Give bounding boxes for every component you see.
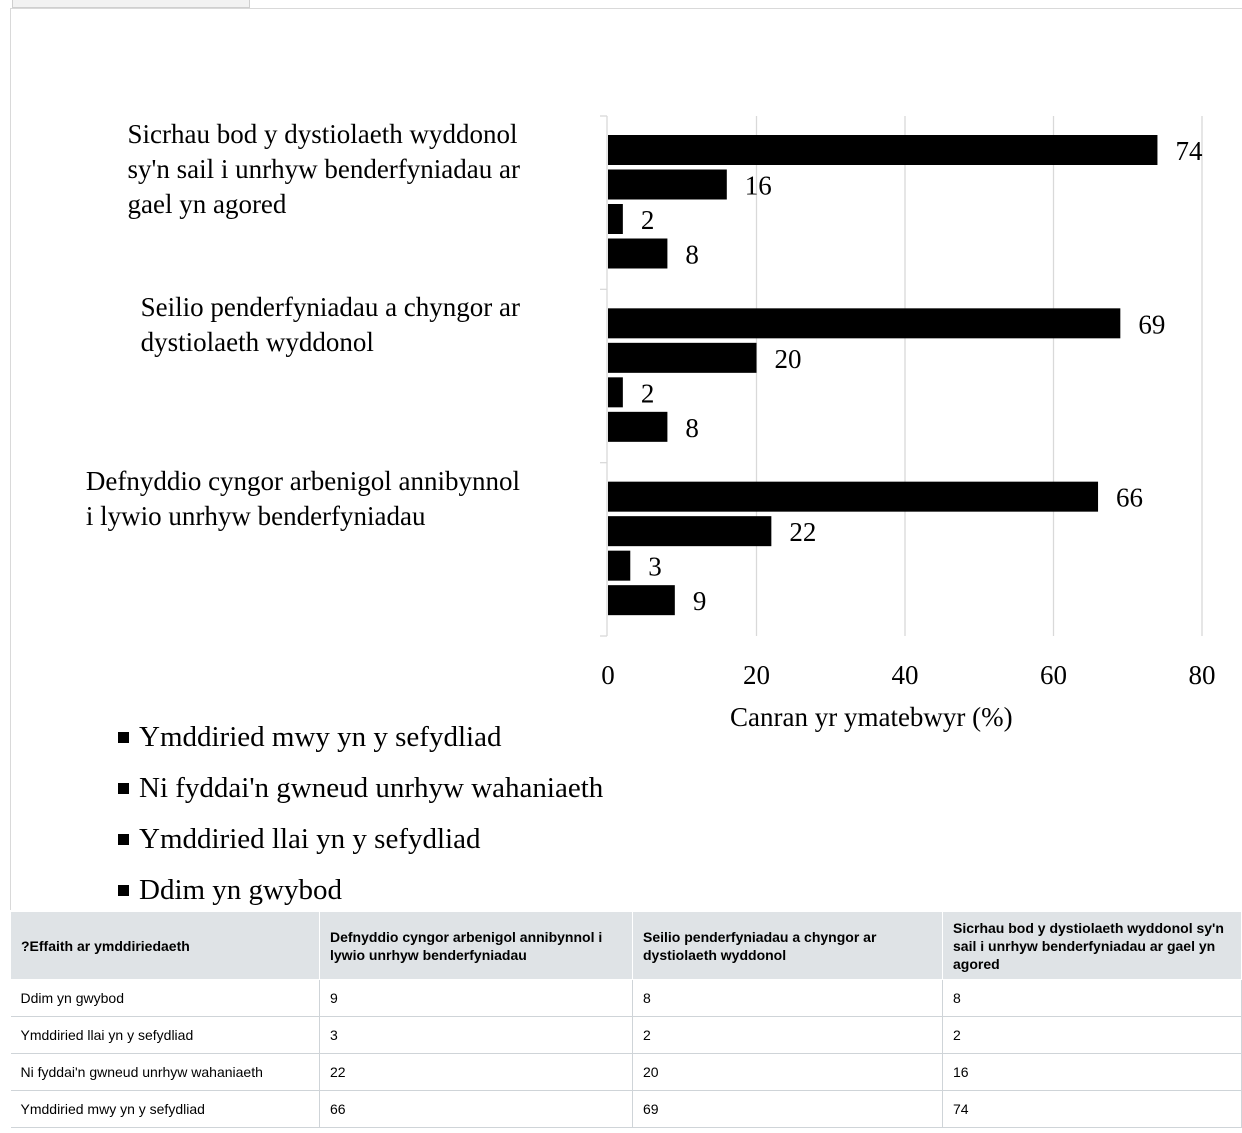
table-cell: 9 [319, 979, 633, 1017]
table-cell: 74 [942, 1090, 1242, 1128]
data-table: ?Effaith ar ymddiriedaeth Defnyddio cyng… [10, 911, 1242, 1128]
table-row: Ni fyddai'n gwneud unrhyw wahaniaeth 22 … [10, 1053, 1242, 1091]
bar [608, 308, 1121, 339]
data-label: 66 [1116, 483, 1143, 513]
bar [608, 342, 757, 373]
data-label: 8 [685, 413, 699, 443]
legend-item: Ddim yn gwybod [118, 865, 603, 916]
bar [608, 516, 772, 547]
table-cell: Ymddiried llai yn y sefydliad [10, 1016, 320, 1054]
bar [608, 238, 668, 269]
table-header-row: ?Effaith ar ymddiriedaeth Defnyddio cyng… [10, 911, 1242, 980]
data-label: 22 [789, 517, 816, 547]
category-label-line: sy'n sail i unrhyw benderfyniadau ar [127, 154, 520, 184]
table-row: Ymddiried mwy yn y sefydliad 66 69 74 [10, 1090, 1242, 1128]
data-label: 16 [745, 171, 772, 201]
data-label: 2 [641, 378, 655, 408]
x-tick-label: 20 [743, 660, 770, 690]
chart-frame [10, 8, 1242, 910]
bar [608, 550, 631, 581]
x-tick-label: 80 [1189, 660, 1216, 690]
table-cell: 22 [319, 1053, 633, 1091]
data-label: 20 [775, 344, 802, 374]
table-cell: 2 [942, 1016, 1242, 1054]
legend-swatch-icon [118, 834, 129, 845]
legend-swatch-icon [118, 783, 129, 794]
table-cell: Ni fyddai'n gwneud unrhyw wahaniaeth [10, 1053, 320, 1091]
legend-swatch-icon [118, 732, 129, 743]
bar [608, 481, 1099, 512]
table-cell: 8 [632, 979, 943, 1017]
x-axis-title: Canran yr ymatebwyr (%) [730, 702, 1013, 732]
data-label: 9 [693, 586, 707, 616]
table-header-cell: Seilio penderfyniadau a chyngor ar dysti… [632, 911, 943, 980]
table-cell: 16 [942, 1053, 1242, 1091]
category-label-line: i lywio unrhyw benderfyniadau [85, 501, 426, 531]
legend-item: Ymddiried mwy yn y sefydliad [118, 712, 603, 763]
bar [608, 169, 727, 200]
x-tick-label: 0 [601, 660, 615, 690]
category-label: Seilio penderfyniadau a chyngor ar dystio… [141, 290, 520, 360]
data-label: 2 [641, 205, 655, 235]
legend-label: Ymddiried llai yn y sefydliad [139, 823, 481, 855]
x-tick-label: 60 [1040, 660, 1067, 690]
table-cell: 69 [632, 1090, 943, 1128]
bar [608, 411, 668, 442]
legend-item: Ymddiried llai yn y sefydliad [118, 814, 603, 865]
table-cell: 8 [942, 979, 1242, 1017]
category-label-line: Seilio penderfyniadau a chyngor ar [140, 292, 520, 322]
legend-label: Ni fyddai'n gwneud unrhyw wahaniaeth [139, 772, 604, 804]
table-cell: Ddim yn gwybod [10, 979, 320, 1017]
x-tick-label: 40 [892, 660, 919, 690]
table-cell: 2 [632, 1016, 943, 1054]
data-label: 74 [1175, 136, 1203, 166]
category-label: Sicrhau bod y dystiolaeth wyddonol sy'n s… [127, 117, 520, 222]
data-label: 3 [648, 552, 662, 582]
legend-swatch-icon [118, 885, 129, 896]
bar [608, 135, 1158, 165]
table-cell: Ymddiried mwy yn y sefydliad [10, 1090, 320, 1128]
data-label: 8 [685, 240, 699, 270]
table-row: Ddim yn gwybod 9 8 8 [10, 979, 1242, 1017]
category-label-line: gael yn agored [127, 189, 287, 219]
table-row: Ymddiried llai yn y sefydliad 3 2 2 [10, 1016, 1242, 1054]
data-label: 69 [1138, 309, 1165, 339]
bar [608, 377, 623, 408]
bar [608, 204, 623, 234]
category-label-line: dystiolaeth wyddonol [140, 327, 374, 357]
table-header-cell: ?Effaith ar ymddiriedaeth [10, 911, 320, 980]
table-cell: 20 [632, 1053, 943, 1091]
category-label-line: Sicrhau bod y dystiolaeth wyddonol [127, 119, 518, 149]
legend-label: Ymddiried mwy yn y sefydliad [139, 721, 502, 753]
category-label-line: Defnyddio cyngor arbenigol annibynnol [85, 466, 520, 496]
table-cell: 66 [319, 1090, 633, 1128]
table-header-cell: Sicrhau bod y dystiolaeth wyddonol sy'n … [942, 911, 1242, 980]
top-tab[interactable] [12, 0, 250, 8]
category-label: Defnyddio cyngor arbenigol annibynnol i l… [86, 464, 520, 534]
legend: Ymddiried mwy yn y sefydliad Ni fyddai'n … [118, 712, 603, 916]
legend-label: Ddim yn gwybod [139, 874, 342, 906]
legend-item: Ni fyddai'n gwneud unrhyw wahaniaeth [118, 763, 603, 814]
bar [608, 585, 675, 616]
table-header-cell: Defnyddio cyngor arbenigol annibynnol i … [319, 911, 633, 980]
table-cell: 3 [319, 1016, 633, 1054]
